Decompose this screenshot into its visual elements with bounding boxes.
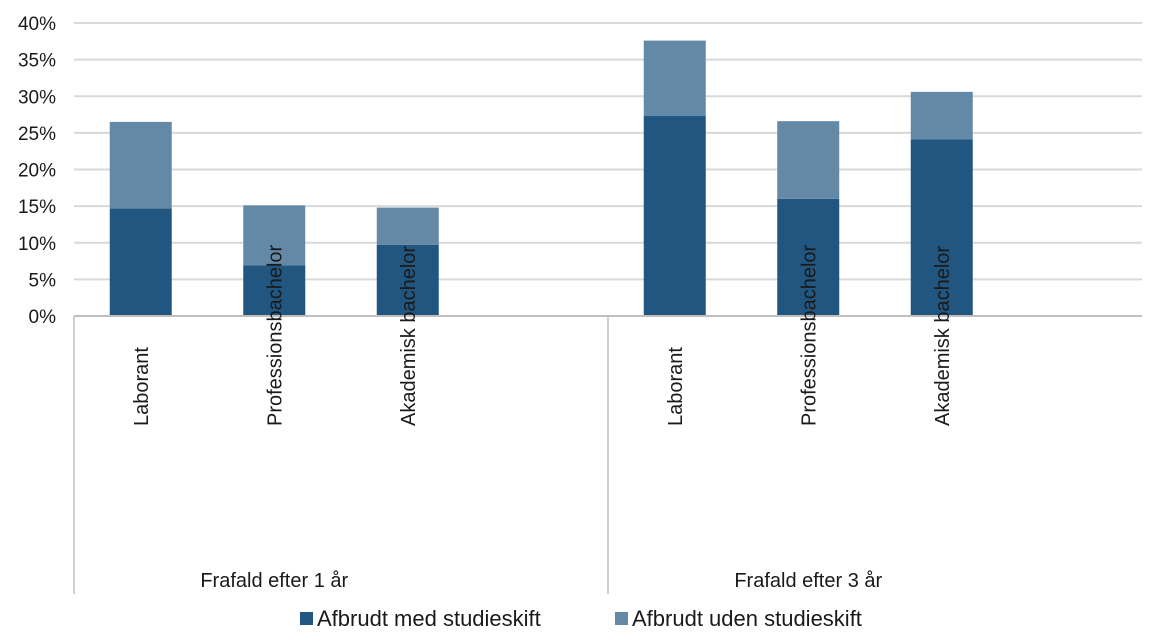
bar-segment: [910, 91, 973, 140]
bar-segment: [376, 207, 439, 245]
legend-label: Afbrudt med studieskift: [317, 606, 541, 631]
y-tick-label: 10%: [18, 234, 56, 255]
bar-segment: [777, 198, 840, 316]
bar-segment: [910, 139, 973, 316]
y-tick-label: 40%: [18, 14, 56, 35]
bar-segment: [243, 265, 306, 316]
group-label: Frafald efter 3 år: [734, 570, 882, 592]
bar-segment: [243, 205, 306, 266]
category-label: Akademisk bachelor: [398, 246, 420, 426]
bar-segment: [109, 208, 172, 316]
y-tick-label: 20%: [18, 161, 56, 182]
y-tick-label: 25%: [18, 124, 56, 145]
category-label: Laborant: [665, 347, 687, 426]
bar-segment: [777, 121, 840, 199]
category-label: Professionsbachelor: [798, 244, 820, 426]
y-tick-label: 15%: [18, 197, 56, 218]
category-label: Laborant: [131, 347, 153, 426]
bar-segment: [643, 116, 706, 316]
legend-swatch: [615, 612, 628, 625]
y-tick-label: 30%: [18, 87, 56, 108]
axis-layer: [73, 315, 1142, 594]
group-label: Frafald efter 1 år: [200, 570, 348, 592]
legend-swatch: [300, 612, 313, 625]
bar-layer: [109, 40, 973, 316]
bar-segment: [376, 244, 439, 316]
bar-segment: [643, 40, 706, 117]
category-label: Professionsbachelor: [264, 244, 286, 426]
y-tick-label: 0%: [29, 307, 57, 328]
y-tick-label: 5%: [29, 270, 57, 291]
grid-layer: [74, 22, 1142, 281]
label-layer: 0% 5% 10% 15% 20% 25% 30% 35% 40% Laborant Profess…: [18, 14, 954, 592]
legend-label: Afbrudt uden studieskift: [632, 606, 862, 631]
category-label: Akademisk bachelor: [932, 246, 954, 426]
legend-layer: Afbrudt med studieskift Afbrudt uden stud…: [300, 606, 862, 631]
y-tick-label: 35%: [18, 51, 56, 72]
bar-segment: [109, 121, 172, 209]
